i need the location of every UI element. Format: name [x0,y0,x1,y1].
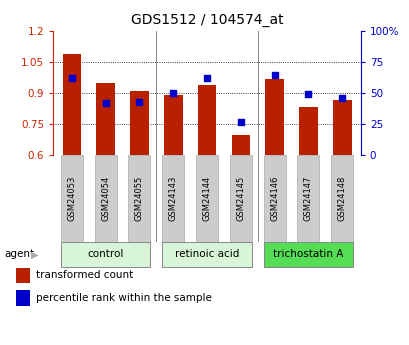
Point [170,90,176,96]
Point [102,100,109,106]
Point [338,95,345,101]
Point [304,92,311,97]
Bar [16,267,30,283]
Text: retinoic acid: retinoic acid [174,249,239,259]
FancyBboxPatch shape [162,241,251,267]
Bar [164,95,182,155]
Bar [63,54,81,155]
Bar [130,91,148,155]
Text: GSM24053: GSM24053 [67,176,76,221]
Bar [265,79,283,155]
Text: GSM24055: GSM24055 [135,176,144,221]
FancyBboxPatch shape [196,155,218,242]
Bar [197,85,216,155]
Bar [299,107,317,155]
Text: GSM24145: GSM24145 [236,176,245,221]
FancyBboxPatch shape [330,155,352,242]
FancyBboxPatch shape [162,155,184,242]
Text: GSM24143: GSM24143 [169,176,178,221]
Point [68,76,75,81]
FancyBboxPatch shape [128,155,150,242]
Text: agent: agent [4,249,34,259]
Point [237,119,243,125]
Text: GSM24148: GSM24148 [337,176,346,221]
FancyBboxPatch shape [61,241,150,267]
Point [271,72,277,77]
Point [136,99,142,105]
Text: transformed count: transformed count [36,270,133,280]
Text: percentile rank within the sample: percentile rank within the sample [36,293,211,303]
Point [203,76,210,81]
Text: GSM24147: GSM24147 [303,176,312,221]
FancyBboxPatch shape [263,155,285,242]
Text: GSM24144: GSM24144 [202,176,211,221]
Text: GSM24054: GSM24054 [101,176,110,221]
FancyBboxPatch shape [61,155,83,242]
Text: GSM24146: GSM24146 [270,176,279,221]
Text: trichostatin A: trichostatin A [272,249,343,259]
Title: GDS1512 / 104574_at: GDS1512 / 104574_at [130,13,283,27]
Text: ▶: ▶ [31,249,38,259]
Bar [332,100,351,155]
FancyBboxPatch shape [94,155,117,242]
FancyBboxPatch shape [263,241,352,267]
FancyBboxPatch shape [229,155,251,242]
Bar [96,83,115,155]
Bar [16,290,30,306]
Text: control: control [87,249,124,259]
Bar [231,135,249,155]
FancyBboxPatch shape [297,155,319,242]
